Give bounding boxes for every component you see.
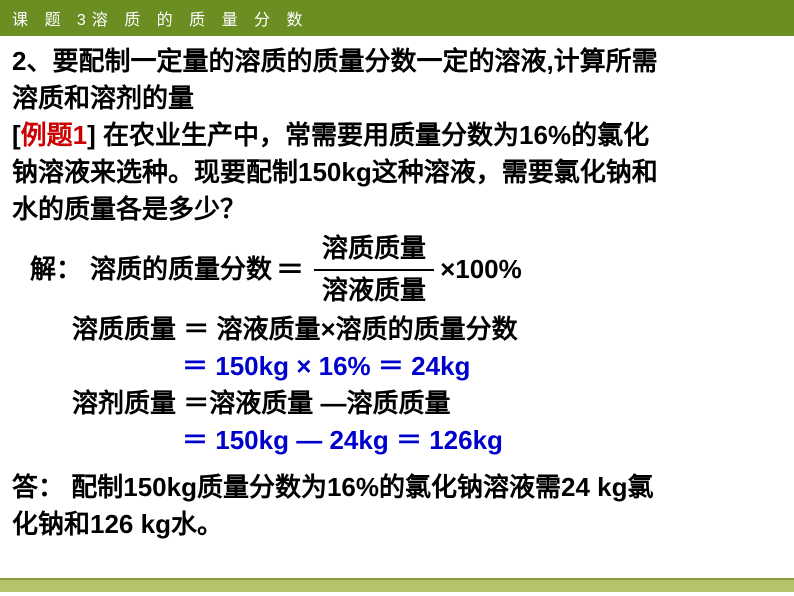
problem-text-2: 钠溶液来选种。现要配制150kg这种溶液，需要氯化钠和 bbox=[12, 157, 658, 187]
times-100: ×100% bbox=[440, 252, 522, 287]
slide-content: 2、要配制一定量的溶质的质量分数一定的溶液,计算所需 溶质和溶剂的量 [例题1]… bbox=[0, 36, 794, 552]
fraction-denominator: 溶液质量 bbox=[314, 269, 434, 308]
calc1-result: 24kg bbox=[411, 351, 470, 381]
calc1-times: × bbox=[296, 351, 311, 381]
formula-3: 溶剂质量 ＝溶液质量 —溶质质量 bbox=[72, 386, 782, 421]
calc1-eq2: ＝ bbox=[378, 351, 404, 381]
fraction-numerator: 溶质质量 bbox=[314, 231, 434, 268]
calc2-result: 126kg bbox=[429, 425, 503, 455]
calc1-eq: ＝ bbox=[182, 351, 208, 381]
slide-header: 课 题 3溶 质 的 质 量 分 数 bbox=[0, 0, 794, 36]
solve-label: 解： bbox=[30, 252, 82, 287]
calc2-val2: 24kg bbox=[329, 425, 388, 455]
calc2-eq: ＝ bbox=[182, 425, 208, 455]
heading-line1: 2、要配制一定量的溶质的质量分数一定的溶液,计算所需 bbox=[12, 46, 658, 76]
formula1-lhs: 溶质的质量分数 bbox=[90, 252, 272, 287]
footer-bar bbox=[0, 578, 794, 592]
formula2-text: 溶质质量 ＝ 溶液质量×溶质的质量分数 bbox=[72, 314, 518, 344]
calc1-val1: 150kg bbox=[215, 351, 289, 381]
answer-label: 答： bbox=[12, 472, 64, 502]
answer-text-2: 化钠和126 kg水。 bbox=[12, 509, 223, 539]
heading-line2: 溶质和溶剂的量 bbox=[12, 83, 194, 113]
formula-1: 解： 溶质的质量分数 ＝ 溶质质量 溶液质量 ×100% bbox=[30, 231, 782, 307]
calc-1: ＝ 150kg × 16% ＝ 24kg bbox=[182, 349, 782, 384]
formula3-text: 溶剂质量 ＝溶液质量 —溶质质量 bbox=[72, 388, 450, 418]
bracket-close: ] bbox=[87, 120, 96, 150]
header-title: 课 题 3溶 质 的 质 量 分 数 bbox=[12, 12, 308, 29]
calc2-eq2: ＝ bbox=[396, 425, 422, 455]
section-heading: 2、要配制一定量的溶质的质量分数一定的溶液,计算所需 bbox=[12, 44, 782, 79]
problem-text-1: 在农业生产中，常需要用质量分数为16%的氯化 bbox=[96, 120, 649, 150]
calc2-minus: — bbox=[296, 425, 322, 455]
calc1-val2: 16% bbox=[319, 351, 371, 381]
formula-2: 溶质质量 ＝ 溶液质量×溶质的质量分数 bbox=[72, 312, 782, 347]
answer-line2: 化钠和126 kg水。 bbox=[12, 507, 782, 542]
equals-sign: ＝ bbox=[276, 251, 304, 289]
example-line1: [例题1] 在农业生产中，常需要用质量分数为16%的氯化 bbox=[12, 118, 782, 153]
problem-text-3: 水的质量各是多少？ bbox=[12, 194, 246, 224]
example-label: 例题1 bbox=[21, 120, 87, 150]
section-heading-2: 溶质和溶剂的量 bbox=[12, 81, 782, 116]
fraction: 溶质质量 溶液质量 bbox=[314, 231, 434, 307]
calc2-val1: 150kg bbox=[215, 425, 289, 455]
answer-line1: 答： 配制150kg质量分数为16%的氯化钠溶液需24 kg氯 bbox=[12, 470, 782, 505]
example-line3: 水的质量各是多少？ bbox=[12, 192, 782, 227]
answer-text-1: 配制150kg质量分数为16%的氯化钠溶液需24 kg氯 bbox=[64, 472, 653, 502]
bracket-open: [ bbox=[12, 120, 21, 150]
calc-2: ＝ 150kg — 24kg ＝ 126kg bbox=[182, 423, 782, 458]
example-line2: 钠溶液来选种。现要配制150kg这种溶液，需要氯化钠和 bbox=[12, 155, 782, 190]
